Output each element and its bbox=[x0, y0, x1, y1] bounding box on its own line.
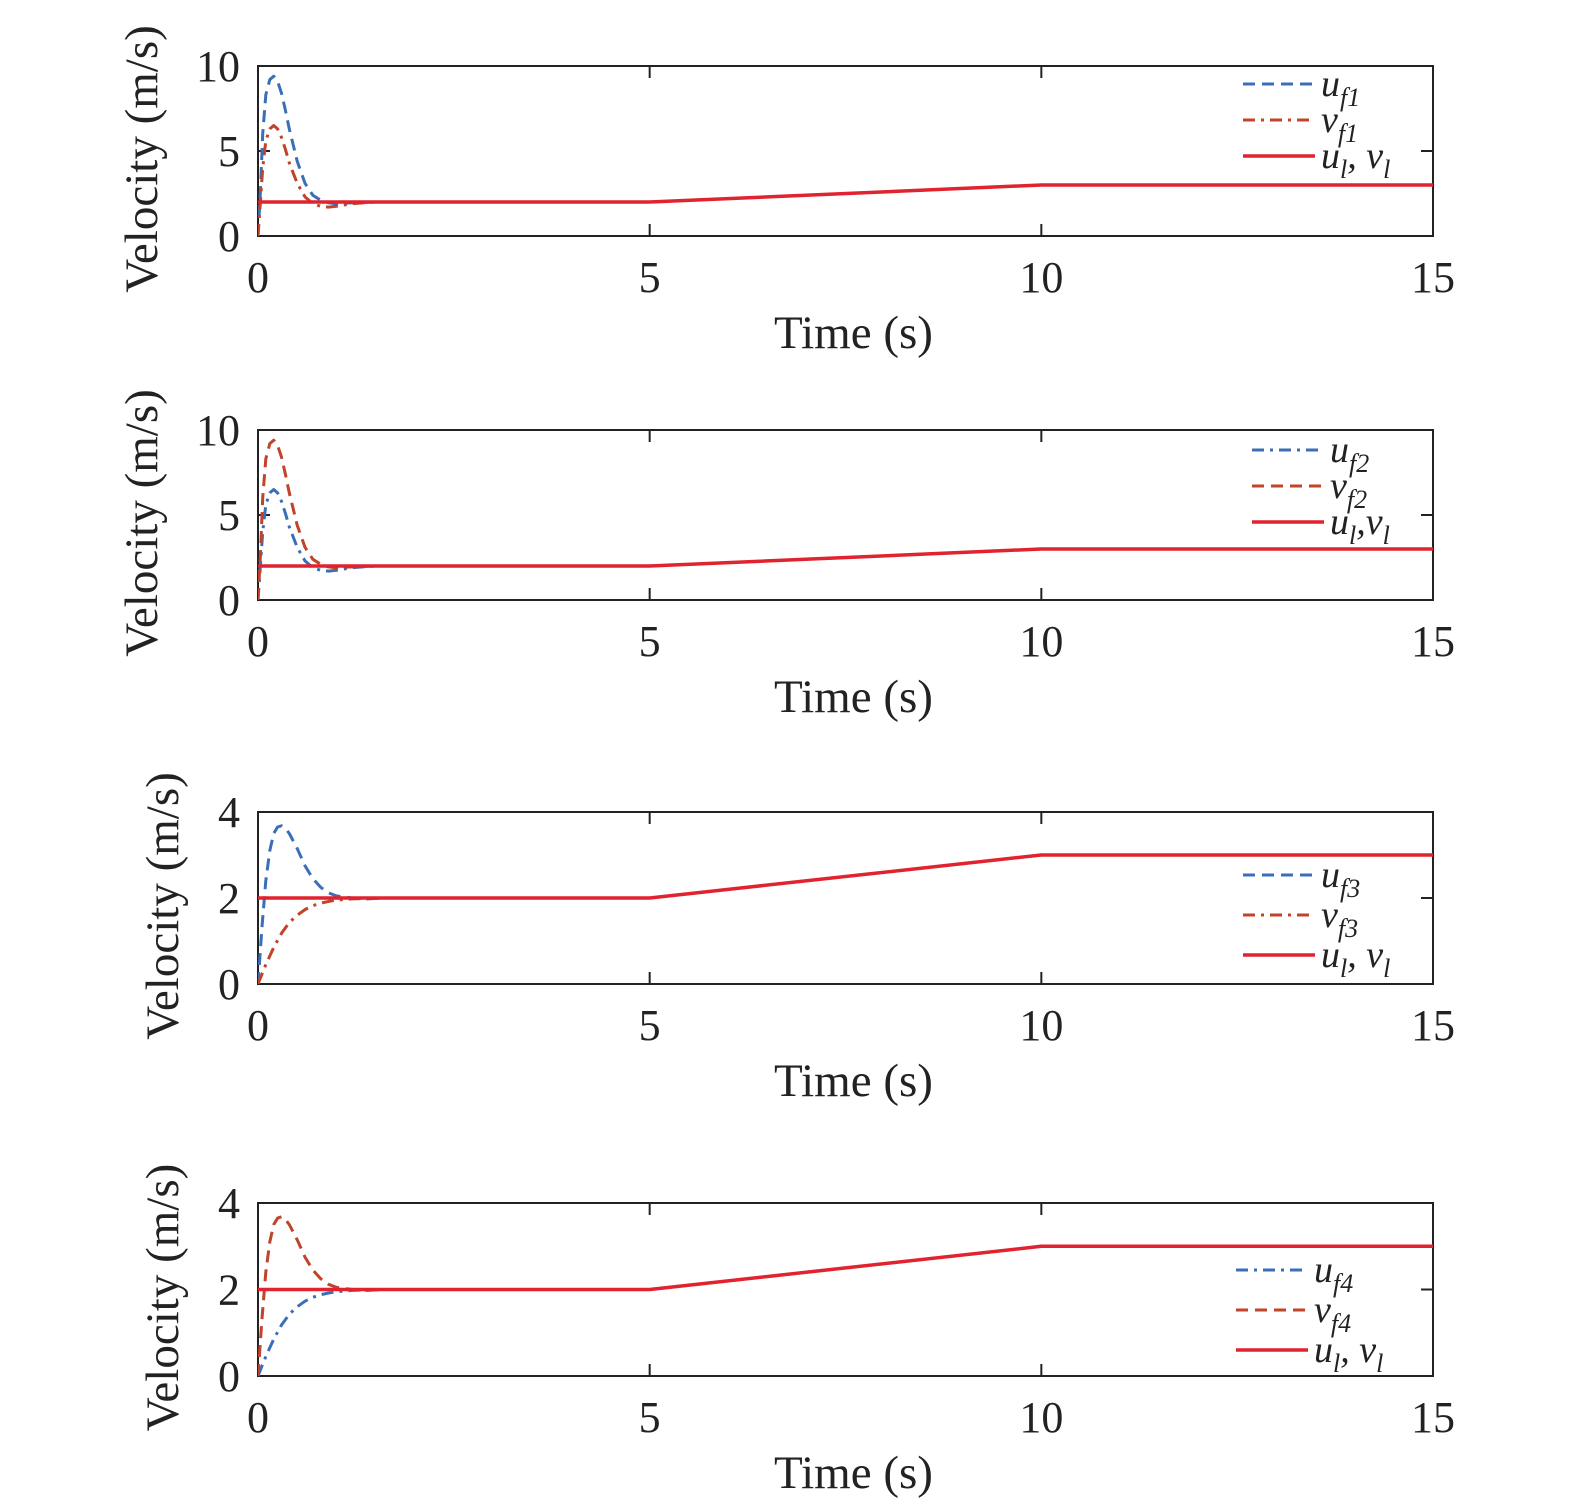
x-tick-label: 10 bbox=[1019, 253, 1063, 302]
series-line-v-f1 bbox=[258, 124, 415, 236]
y-tick-label: 0 bbox=[218, 1352, 240, 1401]
y-tick-label: 5 bbox=[218, 127, 240, 176]
x-tick-label: 0 bbox=[247, 1393, 269, 1442]
x-tick-label: 10 bbox=[1019, 1001, 1063, 1050]
x-tick-label: 10 bbox=[1019, 1393, 1063, 1442]
y-tick-label: 10 bbox=[196, 42, 240, 91]
legend-entry: uf1 bbox=[1321, 63, 1360, 112]
legend-entry: ul, vl bbox=[1321, 934, 1390, 983]
x-axis-label: Time (s) bbox=[774, 1055, 933, 1107]
chart-panel-2: 0 5 10 15 0 5 10 Time (s) Velocity (m/s) uf2vf2ul… bbox=[116, 389, 1455, 723]
series-line-v-f3 bbox=[258, 896, 415, 984]
series-line-u-f2 bbox=[258, 488, 415, 600]
y-tick-label: 4 bbox=[218, 788, 240, 837]
series-line-u-f3 bbox=[258, 824, 415, 984]
legend-entry: vf4 bbox=[1314, 1289, 1351, 1338]
series-line-u-l-v-l bbox=[258, 547, 1433, 568]
chart-panel-3: 0 5 10 15 0 2 4 Time (s) Velocity (m/s) uf3vf3ul,… bbox=[137, 772, 1455, 1107]
series-line-u-l-v-l bbox=[258, 1244, 1433, 1292]
series-line-u-f1 bbox=[258, 74, 415, 236]
x-tick-label: 0 bbox=[247, 617, 269, 666]
x-tick-label: 0 bbox=[247, 1001, 269, 1050]
y-axis-label: Velocity (m/s) bbox=[137, 1164, 189, 1432]
x-axis-label: Time (s) bbox=[774, 307, 933, 359]
x-tick-label: 5 bbox=[639, 1001, 661, 1050]
y-tick-label: 2 bbox=[218, 1266, 240, 1315]
y-axis-label: Velocity (m/s) bbox=[137, 772, 189, 1040]
legend-entry: vf2 bbox=[1330, 465, 1367, 514]
series-line-u-l-v-l bbox=[258, 853, 1433, 900]
legend-entry: ul, vl bbox=[1314, 1329, 1383, 1378]
legend-entry: vf3 bbox=[1321, 894, 1358, 943]
legend-entry: vf1 bbox=[1321, 99, 1358, 148]
plot-frame bbox=[257, 429, 1434, 601]
chart-panel-4: 0 5 10 15 0 2 4 Time (s) Velocity (m/s) uf4vf4ul,… bbox=[137, 1164, 1455, 1499]
x-tick-label: 15 bbox=[1411, 617, 1455, 666]
x-tick-label: 15 bbox=[1411, 253, 1455, 302]
legend-entry: uf3 bbox=[1321, 854, 1360, 903]
series-line-u-l-v-l bbox=[258, 183, 1433, 204]
y-axis-label: Velocity (m/s) bbox=[116, 25, 168, 293]
y-tick-label: 2 bbox=[218, 874, 240, 923]
series-line-u-f4 bbox=[258, 1288, 415, 1376]
x-tick-label: 15 bbox=[1411, 1001, 1455, 1050]
x-tick-label: 5 bbox=[639, 253, 661, 302]
legend-entry: uf2 bbox=[1330, 429, 1369, 478]
y-tick-label: 0 bbox=[218, 212, 240, 261]
y-tick-label: 10 bbox=[196, 406, 240, 455]
x-tick-label: 10 bbox=[1019, 617, 1063, 666]
y-axis-label: Velocity (m/s) bbox=[116, 389, 168, 657]
series-line-v-f2 bbox=[258, 438, 415, 600]
x-tick-label: 5 bbox=[639, 617, 661, 666]
series-line-v-f4 bbox=[258, 1215, 415, 1376]
y-tick-label: 0 bbox=[218, 960, 240, 1009]
x-tick-label: 0 bbox=[247, 253, 269, 302]
legend-entry: uf4 bbox=[1314, 1249, 1353, 1298]
legend-entry: ul,vl bbox=[1330, 501, 1390, 550]
y-tick-label: 5 bbox=[218, 491, 240, 540]
x-tick-label: 5 bbox=[639, 1393, 661, 1442]
legend-entry: ul, vl bbox=[1321, 135, 1390, 184]
chart-panel-1: 0 5 10 15 0 5 10 Time (s) Velocity (m/s) uf1vf1ul… bbox=[116, 25, 1455, 359]
x-axis-label: Time (s) bbox=[774, 1447, 933, 1499]
x-tick-label: 15 bbox=[1411, 1393, 1455, 1442]
y-tick-label: 0 bbox=[218, 576, 240, 625]
plot-frame bbox=[257, 65, 1434, 237]
x-axis-label: Time (s) bbox=[774, 671, 933, 723]
y-tick-label: 4 bbox=[218, 1179, 240, 1228]
